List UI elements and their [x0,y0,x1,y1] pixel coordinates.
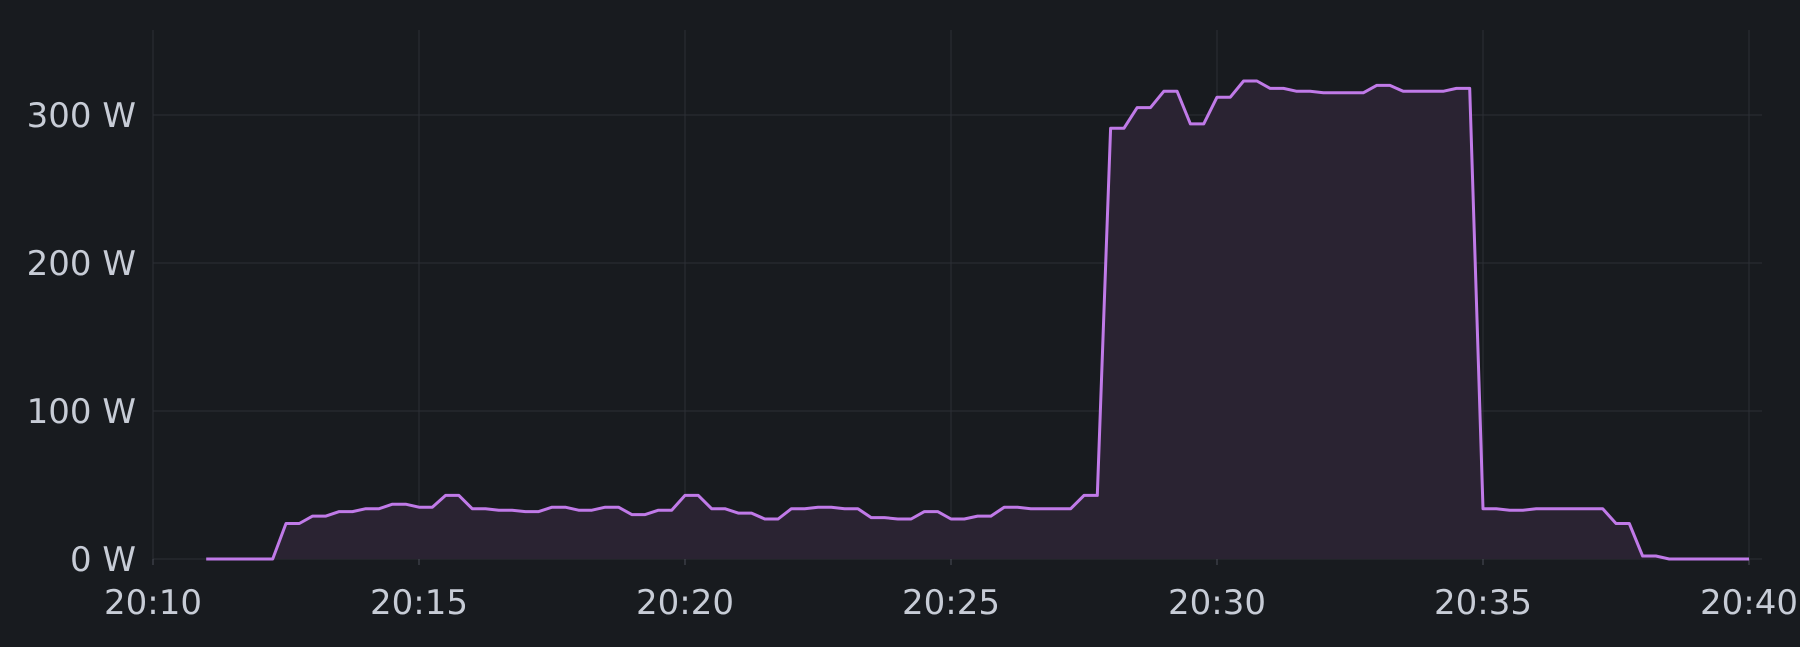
series-line [206,79,1749,561]
y-tick-label: 300 W [27,96,136,136]
x-tick-label: 20:15 [370,583,468,623]
grid-lines [152,30,1762,565]
x-tick-label: 20:30 [1168,583,1266,623]
x-tick-label: 20:40 [1700,583,1798,623]
x-tick-label: 20:35 [1434,583,1532,623]
x-axis-ticks: 20:10 20:15 20:20 20:25 20:30 20:35 20:40 [104,583,1798,623]
y-tick-label: 100 W [27,392,136,432]
y-tick-label: 200 W [27,244,136,284]
y-tick-label: 0 W [70,540,136,580]
x-tick-label: 20:25 [902,583,1000,623]
x-tick-label: 20:10 [104,583,202,623]
y-axis-ticks: 0 W 100 W 200 W 300 W [27,96,136,580]
series-area-fill [206,81,1750,559]
x-tick-label: 20:20 [636,583,734,623]
area-layer [206,79,1750,561]
